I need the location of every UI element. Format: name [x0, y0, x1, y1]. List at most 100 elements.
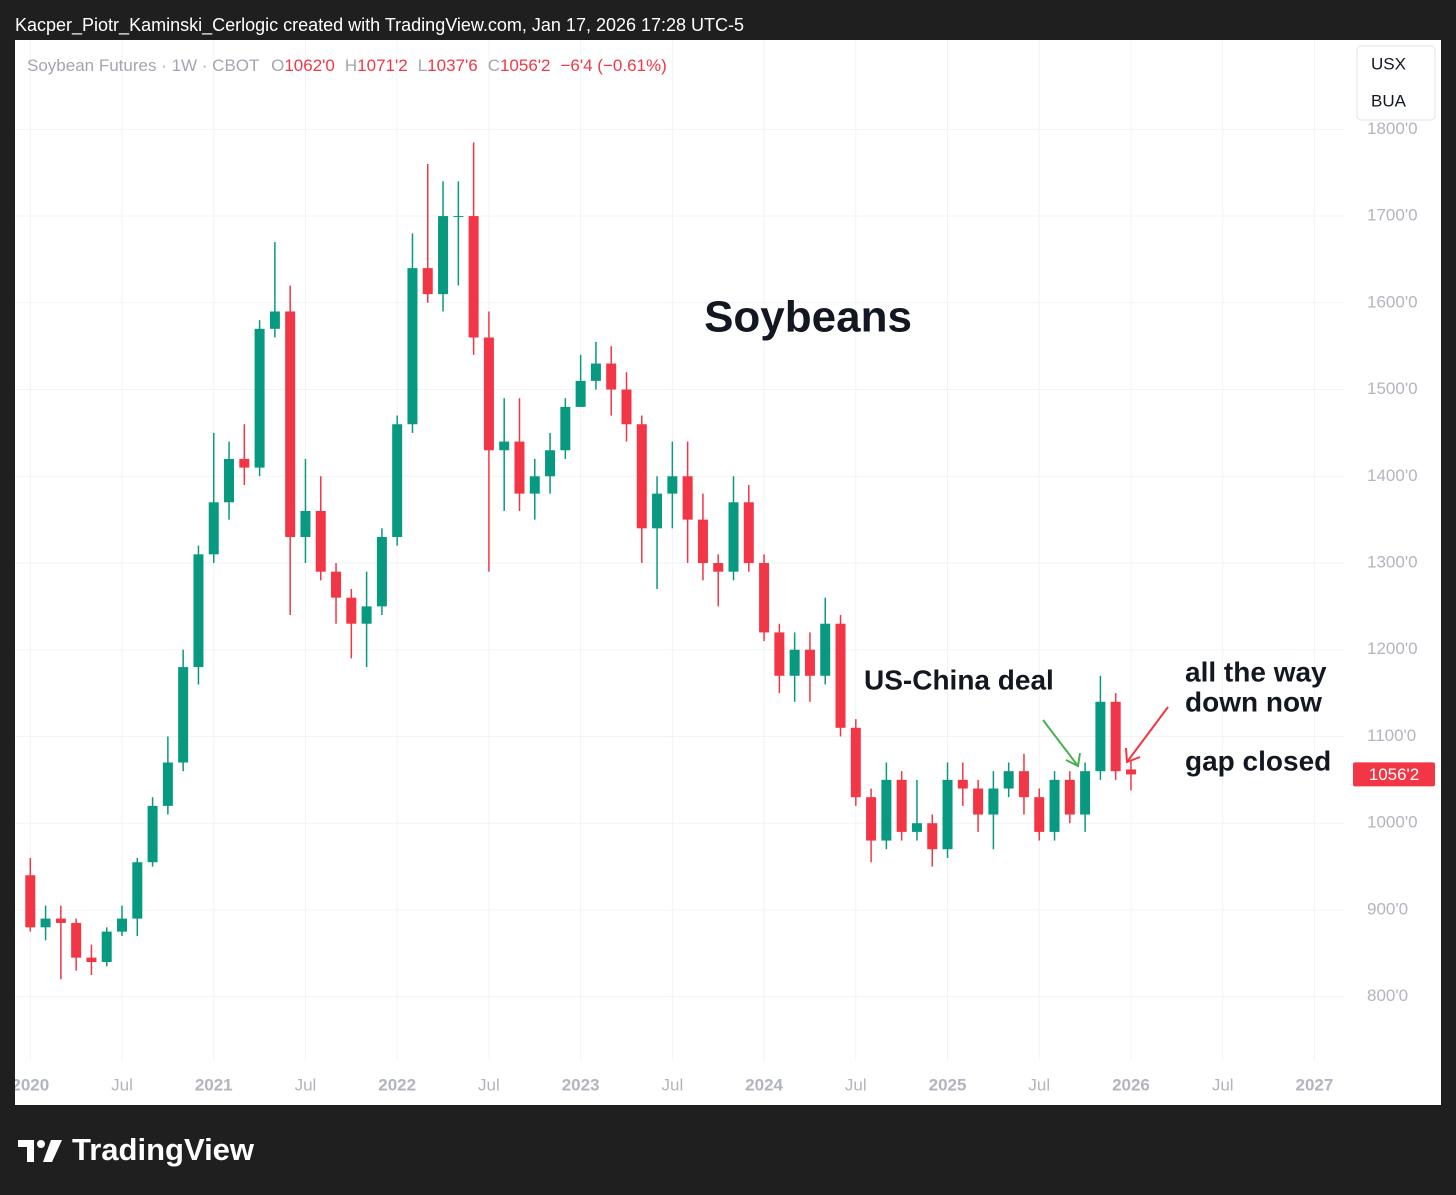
open: 1062'0: [284, 56, 335, 75]
candle-body: [71, 922, 82, 958]
candle-body: [1125, 769, 1136, 775]
candle-body: [759, 563, 770, 633]
candle-body: [346, 597, 357, 624]
candle-body: [957, 779, 968, 789]
last-price-label: 1056'2: [1369, 765, 1420, 784]
y-tick-label: 1300'0: [1367, 552, 1418, 571]
y-tick-label: 1600'0: [1367, 292, 1418, 311]
candle-body: [881, 779, 892, 841]
candle-body: [25, 875, 36, 928]
legend-entry: USX: [1371, 54, 1406, 73]
candle-body: [361, 606, 372, 624]
annotation: gap closed: [1185, 745, 1331, 776]
o-label: O: [271, 56, 284, 75]
watermark: Kacper_Piotr_Kaminski_Cerlogic created w…: [15, 15, 744, 36]
x-tick-label: 2021: [195, 1075, 233, 1094]
x-tick-label: 2026: [1112, 1075, 1150, 1094]
candle-body: [86, 957, 97, 962]
candle-body: [438, 216, 449, 295]
candle-body: [896, 779, 907, 832]
annotation: US-China deal: [864, 664, 1054, 695]
y-tick-label: 1000'0: [1367, 813, 1418, 832]
candle-body: [911, 823, 922, 832]
candle-body: [254, 328, 265, 468]
candle-body: [866, 797, 877, 841]
candle-body: [224, 458, 235, 503]
x-tick-label: 2024: [745, 1075, 783, 1094]
candle-body: [743, 502, 754, 564]
chart-panel: [15, 40, 1441, 1105]
x-tick-label: Jul: [295, 1075, 317, 1094]
annotation: all the way: [1185, 656, 1327, 687]
candle-body: [147, 805, 158, 863]
red-arrow: [1125, 706, 1169, 764]
candle-body: [575, 380, 586, 407]
candle-body: [774, 632, 785, 676]
candle-body: [1095, 701, 1106, 772]
candle-body: [300, 510, 311, 537]
candle-body: [468, 216, 479, 338]
legend-box: [1356, 45, 1436, 121]
candle-body: [193, 554, 204, 668]
candle-body: [621, 389, 632, 425]
x-tick-label: 2025: [929, 1075, 967, 1094]
x-tick-label: Jul: [845, 1075, 867, 1094]
candle-body: [285, 311, 296, 537]
tradingview-logo: [18, 1140, 62, 1162]
candle-body: [239, 458, 250, 468]
candle-body: [407, 268, 418, 425]
chart-title: Soybeans: [704, 293, 912, 342]
candle-body: [1003, 771, 1014, 789]
last-price-box: [1353, 762, 1435, 787]
y-tick-label: 1500'0: [1367, 379, 1418, 398]
candle-body: [1080, 771, 1091, 815]
candle-body: [560, 406, 571, 451]
candle-body: [667, 476, 678, 494]
candle-body: [728, 502, 739, 572]
x-tick-label: Jul: [111, 1075, 133, 1094]
y-tick-label: 800'0: [1367, 986, 1408, 1005]
candle-body: [1034, 797, 1045, 832]
candle-body: [988, 788, 999, 815]
brand: TradingView: [72, 1132, 255, 1167]
candle-body: [606, 363, 617, 390]
candle-body: [453, 216, 464, 218]
candle-body: [499, 441, 510, 451]
x-tick-label: 2022: [378, 1075, 416, 1094]
annotation: down now: [1185, 686, 1322, 717]
candle-body: [422, 268, 433, 295]
low: 1037'6: [427, 56, 478, 75]
candle-body: [713, 563, 724, 572]
candle-body: [117, 918, 128, 932]
ohlc-header: Soybean Futures · 1W · CBOT O1062'0 H1071'…: [27, 56, 667, 75]
x-tick-label: Jul: [1028, 1075, 1050, 1094]
candle-body: [315, 510, 326, 572]
candle-body: [483, 337, 494, 451]
symbol: Soybean Futures · 1W · CBOT: [27, 56, 259, 75]
candle-body: [529, 476, 540, 494]
h-label: H: [345, 56, 357, 75]
candle-body: [514, 441, 525, 494]
candle-body: [973, 788, 984, 815]
legend-entry: BUA: [1371, 91, 1407, 110]
change: −6'4 (−0.61%): [561, 56, 667, 75]
candle-body: [652, 493, 663, 529]
plot: 2020 Jul 2021 Jul 2022 Jul 2023 Jul 2024 Jul 2025 J…: [15, 40, 1345, 1094]
candle-body: [132, 862, 143, 919]
x-tick-label: 2023: [562, 1075, 600, 1094]
candle-body: [545, 450, 556, 477]
candle-body: [392, 424, 403, 537]
candle-body: [789, 649, 800, 676]
candle-body: [927, 823, 938, 850]
green-arrow: [1042, 719, 1081, 768]
y-tick-label: 1200'0: [1367, 639, 1418, 658]
candle-body: [850, 727, 861, 798]
high: 1071'2: [357, 56, 408, 75]
c-label: C: [488, 56, 500, 75]
y-tick-label: 1400'0: [1367, 466, 1418, 485]
y-tick-label: 900'0: [1367, 899, 1408, 918]
candle-body: [178, 667, 189, 763]
candle-body: [269, 311, 280, 329]
candle-body: [208, 502, 219, 555]
